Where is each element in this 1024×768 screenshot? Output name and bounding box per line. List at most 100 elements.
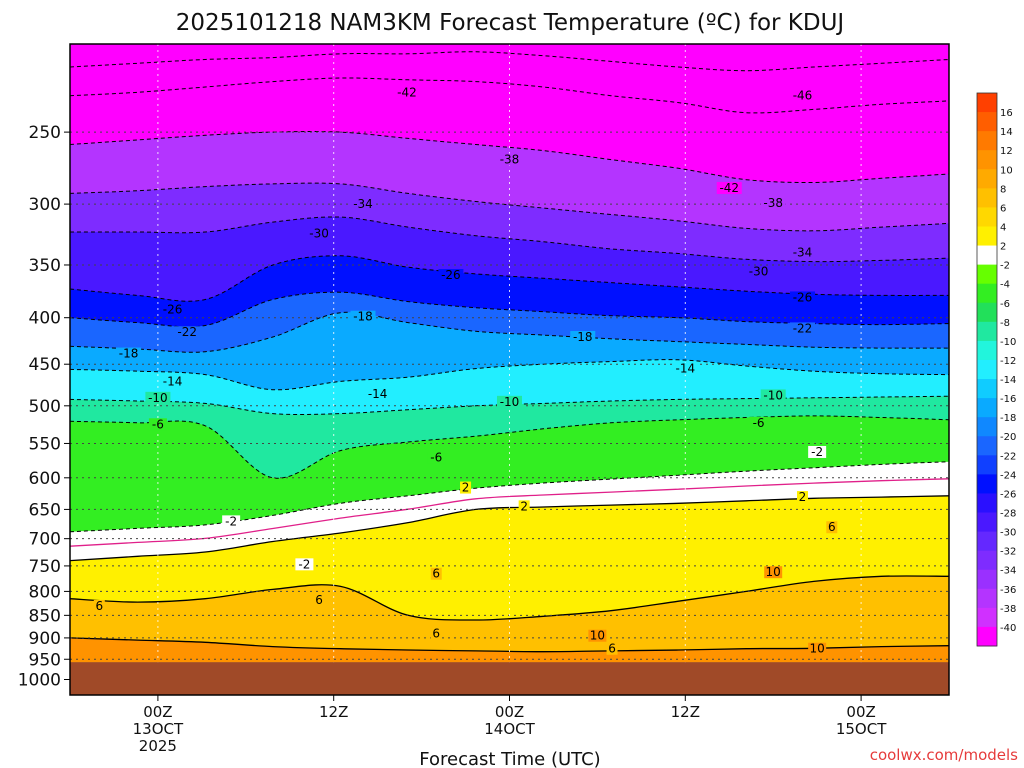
contour-label-bg [160, 375, 186, 388]
colorbar-swatch [977, 340, 997, 361]
y-tick-label: 450 [29, 355, 61, 375]
colorbar-swatch [977, 131, 997, 151]
colorbar-swatch [977, 245, 997, 266]
colorbar-swatch [977, 93, 997, 113]
isotherm--14 [70, 359, 949, 391]
contour-label: -18 [353, 310, 373, 324]
isotherm--18 [70, 311, 949, 353]
contour-label: -26 [441, 268, 461, 282]
contour-label-bg [394, 86, 420, 99]
x-tick-label: 15OCT [836, 720, 887, 738]
colorbar-label: 6 [1000, 203, 1006, 214]
x-tick-label: 12Z [671, 703, 700, 721]
freezing-line [70, 478, 949, 547]
colorbar-swatch [977, 436, 997, 456]
contour-label: 6 [432, 567, 440, 581]
colorbar-label: -12 [1000, 356, 1016, 367]
colorbar-swatch [977, 398, 997, 418]
y-tick-label: 300 [29, 195, 61, 215]
contour-label-bg [672, 362, 698, 375]
contour-label: 6 [315, 593, 323, 607]
contour-label: -26 [793, 290, 813, 304]
colorbar-label: -36 [1000, 585, 1016, 596]
y-tick-label: 750 [29, 557, 61, 577]
colorbar-swatch [977, 359, 997, 380]
contour-label-bg [746, 265, 772, 278]
y-tick-label: 600 [29, 469, 61, 489]
contour-label: 6 [828, 520, 836, 534]
y-tick-label: 500 [29, 397, 61, 417]
contour-label-bg [93, 599, 105, 612]
contour-label: -14 [163, 374, 183, 388]
credit-link[interactable]: coolwx.com/models [870, 746, 1018, 764]
contour-label: 6 [608, 642, 616, 656]
isotherm--38 [70, 131, 949, 184]
contour-label-bg [295, 558, 314, 571]
colorbar-swatch [977, 569, 997, 590]
colorbar-swatch [977, 112, 997, 132]
y-tick-label: 250 [29, 123, 61, 143]
contour-label-bg [222, 515, 241, 528]
colorbar-swatch [977, 550, 997, 571]
y-tick-label: 950 [29, 650, 61, 670]
colorbar-swatch [977, 512, 997, 533]
contour-label-bg [606, 642, 618, 655]
contour-label: 2 [462, 481, 470, 495]
colorbar-label: -34 [1000, 566, 1016, 577]
contour-label-bg [460, 481, 472, 494]
contour-label: -2 [811, 445, 823, 459]
contour-label: -6 [753, 416, 765, 430]
y-tick-label: 550 [29, 434, 61, 454]
contour-label: -6 [430, 451, 442, 465]
contour-label: 10 [766, 565, 781, 579]
isotherm--10 [70, 395, 949, 416]
contour-label: -2 [298, 557, 310, 571]
contour-label-bg [716, 181, 742, 194]
colorbar-label: -8 [1000, 318, 1010, 329]
colorbar-swatch [977, 264, 997, 285]
contour-label: -34 [793, 245, 813, 259]
contour-label-bg [790, 322, 815, 335]
colorbar-swatch [977, 321, 997, 342]
colorbar-label: -38 [1000, 604, 1016, 615]
y-tick-label: 350 [29, 256, 61, 276]
y-tick-label: 1000 [18, 671, 61, 691]
colorbar-label: -18 [1000, 413, 1016, 424]
x-tick-label: 00Z [143, 703, 172, 721]
contour-label-bg [764, 566, 783, 579]
contour-label: -14 [675, 362, 695, 376]
contour-label-bg [313, 594, 325, 607]
colorbar-label: -14 [1000, 375, 1016, 386]
contour-label: -22 [177, 325, 197, 339]
colorbar-label: 4 [1000, 222, 1006, 233]
colorbar-swatch [977, 474, 997, 494]
colorbar-swatch [977, 455, 997, 475]
contour-label-bg [497, 395, 522, 408]
contour-label-bg [148, 418, 167, 431]
contour-label-bg [797, 491, 808, 504]
isotherm--6 [70, 415, 949, 479]
contour-label: 2 [799, 490, 807, 504]
y-tick-label: 650 [29, 500, 61, 520]
colorbar-swatch [977, 379, 997, 399]
colorbar-label: -6 [1000, 299, 1010, 310]
contour-label: -2 [225, 514, 237, 528]
contour-label-bg [790, 291, 815, 304]
y-tick-label: 900 [29, 629, 61, 649]
colorbar-label: 8 [1000, 184, 1006, 195]
contour-label: 10 [590, 629, 605, 643]
colorbar-label: -2 [1000, 261, 1010, 272]
colorbar-swatch [977, 588, 997, 609]
contour-label: 6 [95, 599, 103, 613]
colorbar-swatch [977, 283, 997, 304]
contour-label-bg [438, 268, 464, 281]
colorbar-label: -40 [1000, 623, 1016, 634]
contour-label: -30 [749, 265, 769, 279]
contour-label: -6 [152, 417, 164, 431]
y-tick-label: 800 [29, 582, 61, 602]
contour-label-bg [808, 445, 827, 458]
colorbar-label: -16 [1000, 394, 1016, 405]
colorbar-label: -30 [1000, 528, 1016, 539]
